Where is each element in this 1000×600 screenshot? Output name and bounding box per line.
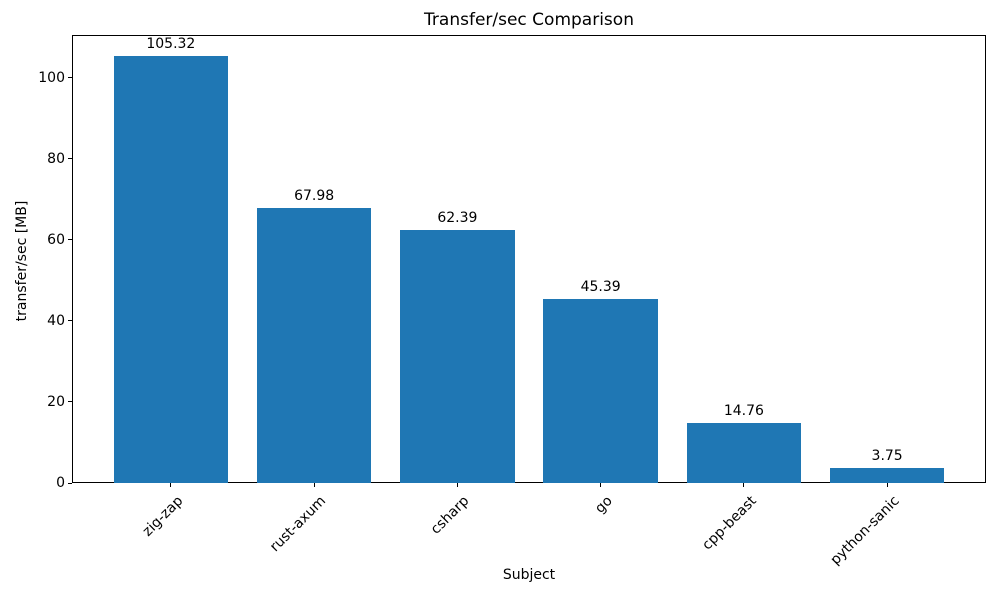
y-tick-mark — [68, 320, 72, 322]
y-tick-mark — [68, 401, 72, 403]
y-tick-label: 80 — [47, 150, 65, 167]
y-tick-mark — [68, 239, 72, 241]
chart-title: Transfer/sec Comparison — [424, 10, 634, 30]
bar-zig-zap — [113, 56, 229, 483]
bar-value-label: 105.32 — [146, 36, 196, 53]
bar-value-label: 62.39 — [437, 210, 478, 227]
y-tick-label: 20 — [47, 393, 65, 410]
x-tick-label-python-sanic: python-sanic — [827, 493, 903, 569]
y-tick-mark — [68, 77, 72, 79]
bar-value-label: 14.76 — [723, 403, 764, 420]
bar-csharp — [400, 230, 515, 483]
x-axis-label: Subject — [502, 567, 556, 583]
x-tick-mark — [600, 483, 602, 487]
y-tick-label: 100 — [38, 69, 65, 86]
bar-cpp-beast — [686, 423, 802, 483]
bar-rust-axum — [256, 207, 372, 483]
x-tick-label-csharp: csharp — [428, 493, 473, 538]
bar-value-label: 3.75 — [871, 447, 903, 464]
bar-go — [543, 299, 658, 483]
y-tick-mark — [68, 158, 72, 160]
bar-python-sanic — [829, 467, 945, 483]
x-tick-mark — [743, 483, 745, 487]
bar-value-label: 67.98 — [294, 187, 335, 204]
x-tick-mark — [170, 483, 172, 487]
x-tick-mark — [456, 483, 458, 487]
x-tick-mark — [313, 483, 315, 487]
y-tick-mark — [68, 482, 72, 484]
x-tick-label-go: go — [592, 493, 616, 517]
y-tick-label: 60 — [47, 231, 65, 248]
x-tick-label-cpp-beast: cpp-beast — [698, 493, 760, 554]
x-tick-label-zig-zap: zig-zap — [139, 493, 187, 540]
y-tick-label: 40 — [47, 312, 65, 329]
bar-value-label: 45.39 — [580, 279, 621, 296]
x-tick-mark — [886, 483, 888, 487]
x-tick-label-rust-axum: rust-axum — [267, 493, 330, 556]
y-tick-label: 0 — [56, 475, 65, 491]
